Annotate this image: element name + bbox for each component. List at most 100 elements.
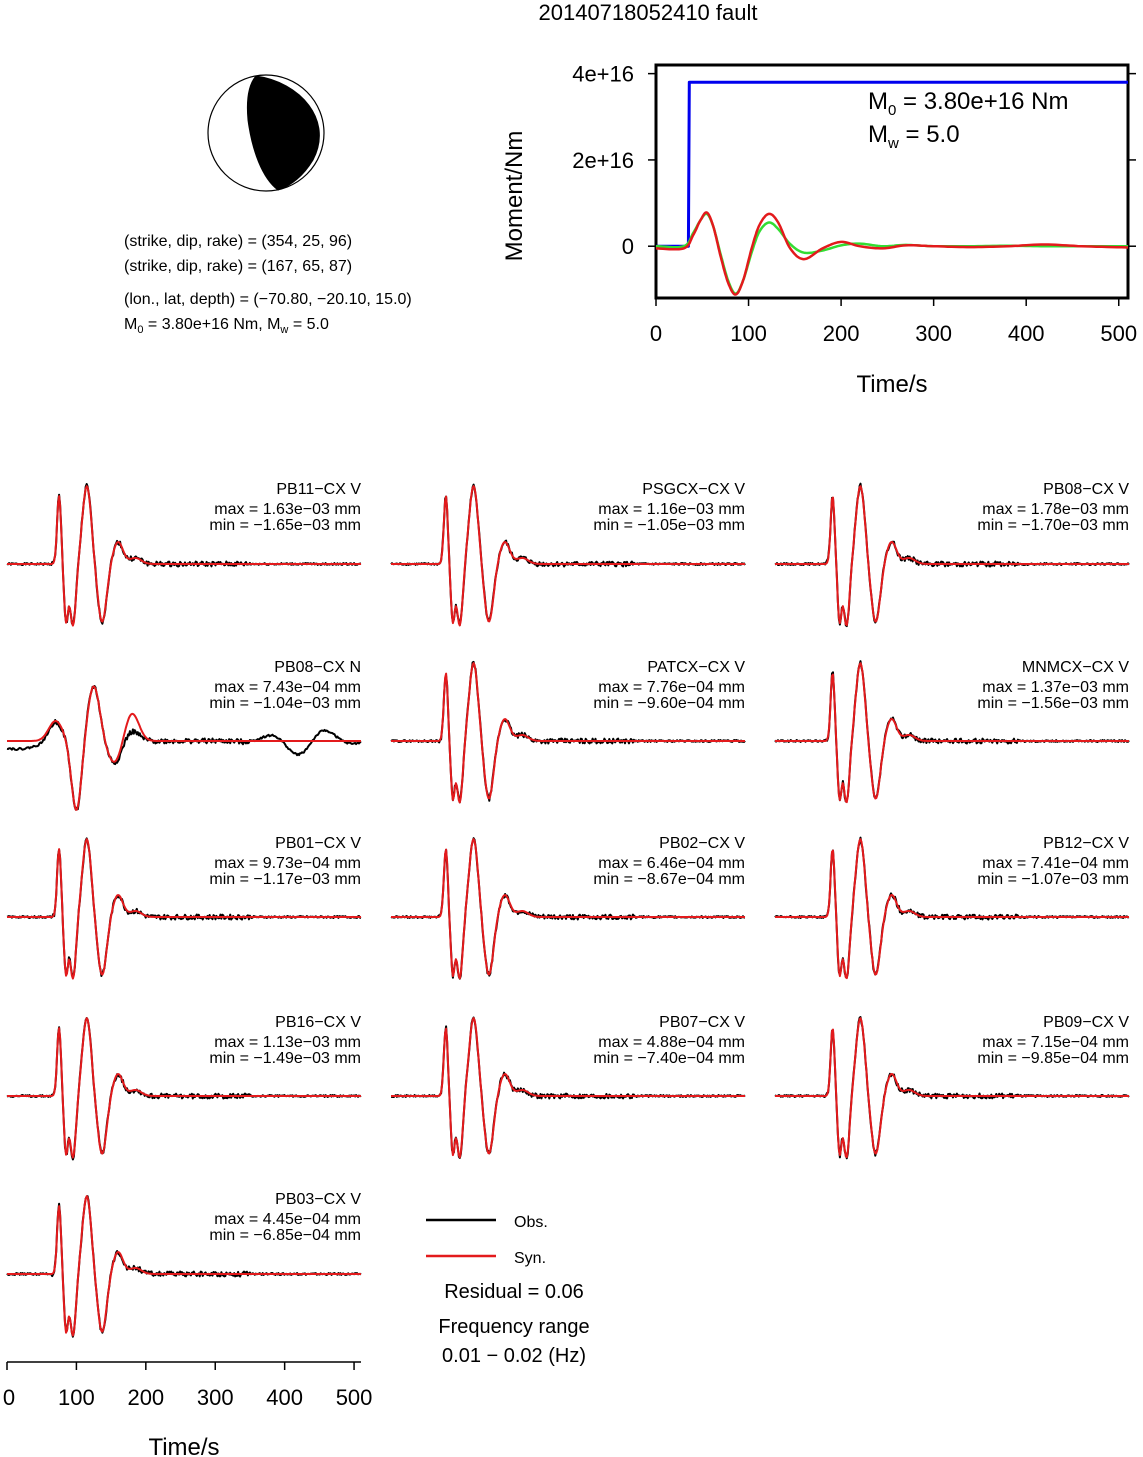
station-name: PATCX−CX V (647, 659, 745, 676)
station-max: max = 6.46e−04 mm (598, 855, 745, 872)
stf-x-tick-label: 100 (730, 321, 767, 346)
legend-obs-label: Obs. (514, 1214, 548, 1231)
synthetic-trace (391, 662, 745, 804)
synthetic-trace (7, 485, 361, 627)
frequency-range-title: Frequency range (438, 1316, 589, 1338)
station-name: PB03−CX V (275, 1191, 361, 1208)
station-max: max = 1.37e−03 mm (982, 679, 1129, 696)
stf-y-tick-label: 0 (622, 234, 634, 259)
station-max: max = 4.88e−04 mm (598, 1034, 745, 1051)
stf-x-tick-label: 500 (1100, 321, 1137, 346)
station-min: min = −1.70e−03 mm (977, 517, 1129, 534)
station-name: PB02−CX V (659, 835, 745, 852)
station-min: min = −7.40e−04 mm (593, 1050, 745, 1067)
beachball (207, 74, 325, 192)
stf-x-ticks: 0 100 200 300 400 500 (650, 298, 1137, 346)
station-name: PB11−CX V (276, 481, 361, 498)
station-min: min = −9.85e−04 mm (977, 1050, 1129, 1067)
stf-y-tick-label: 2e+16 (572, 148, 634, 173)
synthetic-trace (391, 1017, 745, 1159)
station-max: max = 7.15e−04 mm (982, 1034, 1129, 1051)
waveform-x-tick-label: 200 (127, 1385, 164, 1410)
waveform-x-tick-label: 400 (266, 1385, 303, 1410)
station-min: min = −1.17e−03 mm (209, 871, 361, 888)
station-max: max = 9.73e−04 mm (214, 855, 361, 872)
station-max: max = 1.63e−03 mm (214, 501, 361, 518)
station-name: PB08−CX N (274, 659, 361, 676)
station-min: min = −1.07e−03 mm (977, 871, 1129, 888)
station-name: PB08−CX V (1043, 481, 1129, 498)
waveform-x-tick-label: 300 (197, 1385, 234, 1410)
station-min: min = −8.67e−04 mm (593, 871, 745, 888)
station-max: max = 1.16e−03 mm (598, 501, 745, 518)
synthetic-trace (7, 1017, 361, 1159)
focal-mechanism-info: (strike, dip, rake) = (354, 25, 96) (str… (124, 233, 412, 336)
station-max: max = 1.13e−03 mm (214, 1034, 361, 1051)
waveform-x-label: Time/s (148, 1434, 219, 1457)
station-name: PB16−CX V (275, 1014, 361, 1031)
stf-frame (654, 63, 1130, 300)
station-name: PSGCX−CX V (642, 481, 745, 498)
waveform-x-tick-label: 100 (58, 1385, 95, 1410)
waveform-x-tick-label: 0 (3, 1385, 15, 1410)
stf-x-tick-label: 200 (823, 321, 860, 346)
hypocenter-location: (lon., lat, depth) = (−70.80, −20.10, 15… (124, 291, 412, 308)
residual-value: Residual = 0.06 (444, 1281, 584, 1303)
station-max: max = 7.41e−04 mm (982, 855, 1129, 872)
station-name: PB09−CX V (1043, 1014, 1129, 1031)
frequency-range-value: 0.01 − 0.02 (Hz) (442, 1345, 586, 1367)
stf-y-label: Moment/Nm (501, 131, 528, 262)
stf-x-label: Time/s (856, 371, 927, 398)
station-min: min = −1.65e−03 mm (209, 517, 361, 534)
nodal-plane-1: (strike, dip, rake) = (354, 25, 96) (124, 233, 352, 250)
waveform-time-axis: Time/s 0 100 200 300 400 500 (3, 1361, 373, 1457)
stf-x-tick-label: 0 (650, 321, 662, 346)
station-name: PB07−CX V (659, 1014, 745, 1031)
station-name: MNMCX−CX V (1022, 659, 1129, 676)
synthetic-trace (775, 485, 1129, 627)
station-min: min = −1.05e−03 mm (593, 517, 745, 534)
synthetic-trace (775, 662, 1129, 804)
station-name: PB01−CX V (275, 835, 361, 852)
legend-syn-label: Syn. (514, 1250, 546, 1267)
stf-y-ticks: 0 2e+16 4e+16 (572, 62, 1136, 259)
station-min: min = −1.56e−03 mm (977, 695, 1129, 712)
station-name: PB12−CX V (1043, 835, 1129, 852)
stf-series (655, 80, 1129, 296)
synthetic-trace (391, 485, 745, 627)
stf-x-tick-label: 300 (915, 321, 952, 346)
synthetic-trace (7, 685, 361, 811)
legend: Obs. Syn. Residual = 0.06 Frequency rang… (426, 1214, 590, 1367)
stf-m0-annotation: M0 = 3.80e+16 Nm (868, 88, 1068, 119)
moment-rate-chart: 0 100 200 300 400 500 0 2e+16 4e+16 Time/s Mome… (501, 62, 1137, 398)
waveform-x-tick-label: 500 (336, 1385, 373, 1410)
beachball-compression-quadrant (246, 75, 320, 191)
station-max: max = 7.76e−04 mm (598, 679, 745, 696)
station-min: min = −1.49e−03 mm (209, 1050, 361, 1067)
stf-x-tick-label: 400 (1008, 321, 1045, 346)
nodal-plane-2: (strike, dip, rake) = (167, 65, 87) (124, 258, 352, 275)
station-max: max = 7.43e−04 mm (214, 679, 361, 696)
synthetic-trace (391, 838, 745, 980)
figure-title: 20140718052410 fault (539, 0, 758, 25)
station-min: min = −1.04e−03 mm (209, 695, 361, 712)
synthetic-trace (7, 1195, 361, 1337)
stf-y-tick-label: 4e+16 (572, 62, 634, 87)
synthetic-trace (7, 838, 361, 980)
station-max: max = 4.45e−04 mm (214, 1211, 361, 1228)
station-max: max = 1.78e−03 mm (982, 501, 1129, 518)
synthetic-trace (775, 838, 1129, 980)
stf-red-line (656, 211, 1129, 296)
